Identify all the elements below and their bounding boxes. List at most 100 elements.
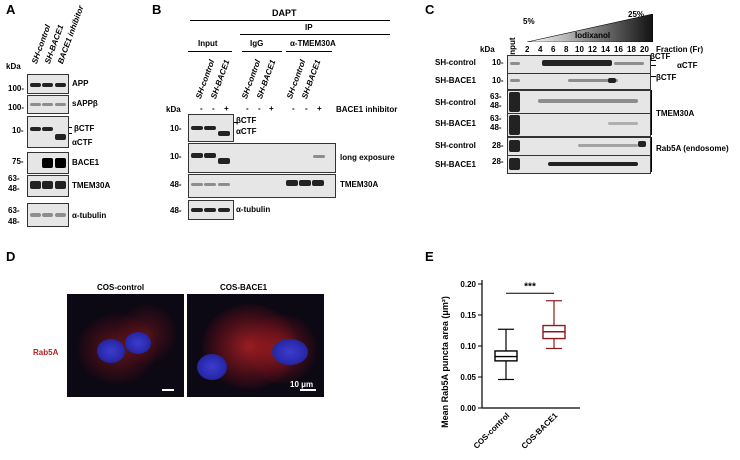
panel-d-scale-text: 10 μm (290, 380, 314, 389)
panel-c-marker-6: 28- (492, 157, 504, 166)
panel-b-sign-1: - (200, 104, 203, 113)
panel-b-group-tmem30a: α-TMEM30A (290, 39, 336, 48)
significance: *** (506, 281, 554, 294)
panel-e-label: E (425, 249, 434, 264)
panel-a-marker-sappb: 100- (8, 103, 25, 112)
panel-a-blot-tubulin (27, 203, 69, 227)
y-axis-label: Mean Rab5A puncta area (μm²) (440, 296, 450, 428)
panel-d-image-control (67, 294, 184, 397)
panel-c-blot-4 (507, 113, 651, 137)
panel-c-fr-10: 10 (575, 45, 584, 54)
panel-a-marker-app: 100- (8, 84, 25, 93)
panel-b-sign-2: - (212, 104, 215, 113)
panel-a-marker-ctf: 10- (12, 126, 24, 135)
panel-c-marker-2: 10- (492, 76, 504, 85)
panel-a-label: A (6, 2, 16, 17)
panel-d-stain-label: Rab5A (33, 348, 59, 357)
panel-c-right-actf: αCTF (677, 61, 698, 70)
panel-b-sign-5: - (258, 104, 261, 113)
panel-b-marker-tmem: 48- (170, 180, 182, 189)
panel-c-sample-3: SH-control (435, 98, 476, 107)
panel-c-fr-12: 12 (588, 45, 597, 54)
panel-c-fr-4: 4 (538, 45, 543, 54)
panel-b-sign-9: + (317, 104, 322, 113)
panel-a-marker-tub63: 63- (8, 206, 20, 215)
x-tick-label: COS-control (472, 411, 512, 451)
panel-c-sample-6: SH-BACE1 (435, 160, 476, 169)
panel-c-right-tmem30a: TMEM30A (656, 109, 695, 118)
panel-b-sign-3: + (224, 104, 229, 113)
panel-c-blot-6 (507, 155, 651, 174)
panel-c-marker-1: 10- (492, 58, 504, 67)
panel-c-fr-20: 20 (640, 45, 649, 54)
panel-a-marker-bace1: 75- (12, 157, 24, 166)
panel-c-fr-8: 8 (564, 45, 569, 54)
panel-b-label-tubulin: α-tubulin (236, 205, 271, 214)
panel-c-label: C (425, 2, 435, 17)
panel-c-blot-1 (507, 55, 651, 74)
panel-d-title-control: COS-control (97, 283, 145, 292)
panel-b-blot-long-exposure (188, 143, 336, 173)
panel-a-blot-tmem30a (27, 175, 69, 197)
panel-c-gradient-wedge (527, 14, 653, 42)
panel-c-fr-16: 16 (614, 45, 623, 54)
panel-c-sample-5: SH-control (435, 141, 476, 150)
panel-c-sample-1: SH-control (435, 58, 476, 67)
panel-c-fraction-label: Fraction (Fr) (656, 45, 704, 54)
panel-b-sign-6: + (269, 104, 274, 113)
y-tick-label: 0.10 (460, 342, 476, 351)
panel-a-label-tmem30a: TMEM30A (72, 181, 111, 190)
x-labels: COS-control COS-BACE1 (472, 411, 560, 451)
panel-c-fr-2: 2 (525, 45, 530, 54)
panel-c-marker-5: 28- (492, 141, 504, 150)
panel-d-title-bace1: COS-BACE1 (220, 283, 268, 292)
panel-b-blot-tubulin (188, 200, 234, 220)
panel-b-dapt: DAPT (272, 8, 297, 18)
y-tick-label: 0.20 (460, 280, 476, 289)
y-tick-label: 0.00 (460, 404, 476, 413)
panel-c-right-bctf-2: βCTF (656, 73, 677, 82)
panel-b-blot-ctf-input (188, 114, 234, 142)
panel-c-blot-3 (507, 90, 651, 114)
panel-c-right-bctf: βCTF (650, 52, 671, 61)
panel-b-marker-tub: 48- (170, 206, 182, 215)
y-ticks: 0.00 0.05 0.10 0.15 0.20 (460, 280, 482, 413)
panel-a-blot-ctf (27, 116, 69, 148)
panel-a-marker-tub48: 48- (8, 217, 20, 226)
panel-b-blot-tmem30a (188, 174, 336, 198)
panel-a-label-bctf: βCTF (74, 124, 95, 133)
panel-c-marker-3: 63- 48- (490, 92, 502, 110)
panel-c-sample-4: SH-BACE1 (435, 119, 476, 128)
panel-a-label-bace1: BACE1 (72, 158, 100, 167)
panel-b-group-input: Input (198, 39, 218, 48)
panel-c-marker-4: 63- 48- (490, 114, 502, 132)
panel-a-marker-tmem48: 48- (8, 184, 20, 193)
axes (481, 280, 580, 409)
panel-b-sign-8: - (305, 104, 308, 113)
x-tick-label: COS-BACE1 (520, 411, 560, 451)
panel-c-fr-18: 18 (627, 45, 636, 54)
panel-c-fr-6: 6 (551, 45, 556, 54)
y-tick-label: 0.05 (460, 373, 476, 382)
panel-b-marker-long: 10- (170, 152, 182, 161)
panel-c-blot-2 (507, 73, 651, 90)
panel-c-iodixanol: Iodixanol (575, 31, 611, 40)
panel-b-label-bctf: βCTF (236, 116, 257, 125)
panel-c-kda: kDa (480, 45, 495, 54)
panel-a-label-actf: αCTF (72, 138, 93, 147)
panel-a-label-app: APP (72, 79, 89, 88)
panel-b-group-igg: IgG (250, 39, 264, 48)
boxes (494, 300, 566, 381)
panel-c-right-rab5a: Rab5A (endosome) (656, 144, 729, 153)
panel-b-ip: IP (305, 23, 313, 32)
panel-b-sign-7: - (292, 104, 295, 113)
panel-b-kda: kDa (166, 105, 181, 114)
panel-a-label-sappb: sAPPβ (72, 99, 98, 108)
panel-c-fr-14: 14 (601, 45, 610, 54)
panel-b-sign-4: - (246, 104, 249, 113)
panel-b-label-tmem30a: TMEM30A (340, 180, 379, 189)
panel-c-blot-5 (507, 137, 651, 156)
panel-a-blot-app (27, 74, 69, 94)
significance-stars: *** (524, 281, 536, 292)
